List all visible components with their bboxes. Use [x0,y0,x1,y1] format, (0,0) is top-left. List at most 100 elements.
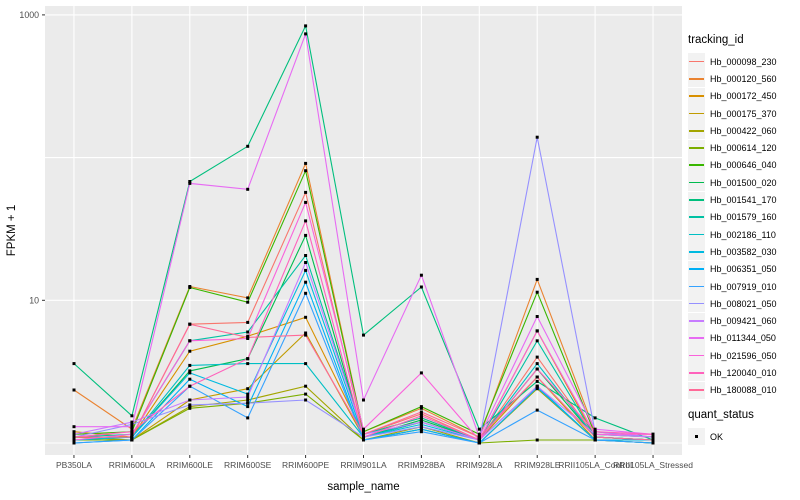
legend-key-line [689,112,704,115]
data-point [246,187,250,191]
data-point [130,427,134,431]
data-point [246,357,250,361]
data-point [419,427,423,431]
legend-key-swatch [688,139,705,157]
legend-key-line [689,320,704,322]
legend-key-line [689,60,704,63]
data-point [651,438,655,442]
legend-item-Hb_001500_020: Hb_001500_020 [688,174,800,192]
data-point [419,405,423,409]
data-point [188,406,192,410]
legend-item-label: Hb_011344_050 [710,333,776,344]
x-tick-label: PB350LA [56,460,92,470]
data-point [651,432,655,436]
legend-title-quant-status: quant_status [688,408,754,421]
data-point [130,414,134,418]
legend-key-line [689,302,704,305]
x-tick-label: RRIM928LE [514,460,561,470]
data-point [246,401,250,405]
data-point [362,432,365,436]
legend-key-swatch [688,347,705,365]
data-point [419,420,423,424]
legend-key-swatch [688,295,705,313]
data-point [304,200,308,204]
legend-key-line [689,389,704,391]
data-point [593,430,597,434]
data-point [246,362,250,366]
data-point [188,384,192,388]
data-point [419,371,423,375]
data-point [188,181,192,185]
legend-item-Hb_001579_160: Hb_001579_160 [688,208,800,226]
legend-key-line [689,250,704,253]
legend-item-Hb_011344_050: Hb_011344_050 [688,329,800,347]
legend-item-label: Hb_000422_060 [710,125,777,136]
legend-key-swatch [688,312,705,330]
data-point [188,371,192,375]
data-point [188,398,192,402]
data-point [535,384,539,388]
legend-key-swatch [688,329,705,347]
data-point [246,387,250,391]
legend-item-label: Hb_008021_050 [710,298,777,309]
data-point [246,398,250,402]
legend-key-line [689,233,704,236]
data-point [304,254,308,257]
legend-key-line [689,147,704,149]
quant-status-label: OK [710,431,724,442]
data-point [304,398,308,402]
data-point [477,441,481,445]
data-point [188,369,192,373]
data-point [188,405,192,409]
quant-status-legend: quant_status OK [688,408,800,446]
data-point [535,277,539,281]
data-point [477,427,481,431]
gridlines [45,6,682,455]
data-point [304,261,308,264]
quant-status-item-OK: OK [688,428,800,446]
data-point [246,395,250,399]
x-tick-label: RRIM600PE [282,460,330,470]
legend-key-swatch [688,70,705,88]
data-point [304,331,308,335]
data-point [188,349,192,353]
data-point [362,427,365,431]
data-point [593,438,597,442]
legend-item-Hb_003582_030: Hb_003582_030 [688,243,800,261]
legend-item-label: Hb_000175_370 [710,108,777,119]
data-point [419,414,423,418]
data-point [130,420,134,424]
legend-key-swatch [688,156,705,174]
data-point [535,355,539,359]
data-point [188,339,192,343]
data-point [535,367,539,371]
y-tick-label: 10 [29,295,39,305]
x-axis-title: sample_name [327,481,399,493]
data-point [72,438,76,442]
data-point [304,392,308,396]
data-point [535,315,539,318]
legend-item-label: Hb_001541_170 [710,195,777,206]
data-point [477,432,481,436]
data-point [304,268,308,272]
legend-item-label: Hb_000172_450 [710,91,777,102]
legend-key-line [689,199,704,201]
x-tick-label: RRII105LA_Stressed [613,460,693,470]
data-point [246,320,250,324]
legend-key-line [689,354,704,357]
data-point [593,432,597,436]
data-point [419,422,423,426]
legend-item-Hb_000120_560: Hb_000120_560 [688,70,800,88]
quant-status-key [688,428,705,446]
data-point [130,432,134,436]
data-point [188,377,192,381]
legend-item-label: Hb_000098_230 [710,56,777,67]
legend-key-line [689,77,704,80]
data-point [72,430,76,434]
legend-item-Hb_000175_370: Hb_000175_370 [688,105,800,123]
x-tick-label: RRIM901LA [340,460,387,470]
data-point [72,425,76,429]
data-point [535,329,539,333]
data-point [72,435,76,439]
